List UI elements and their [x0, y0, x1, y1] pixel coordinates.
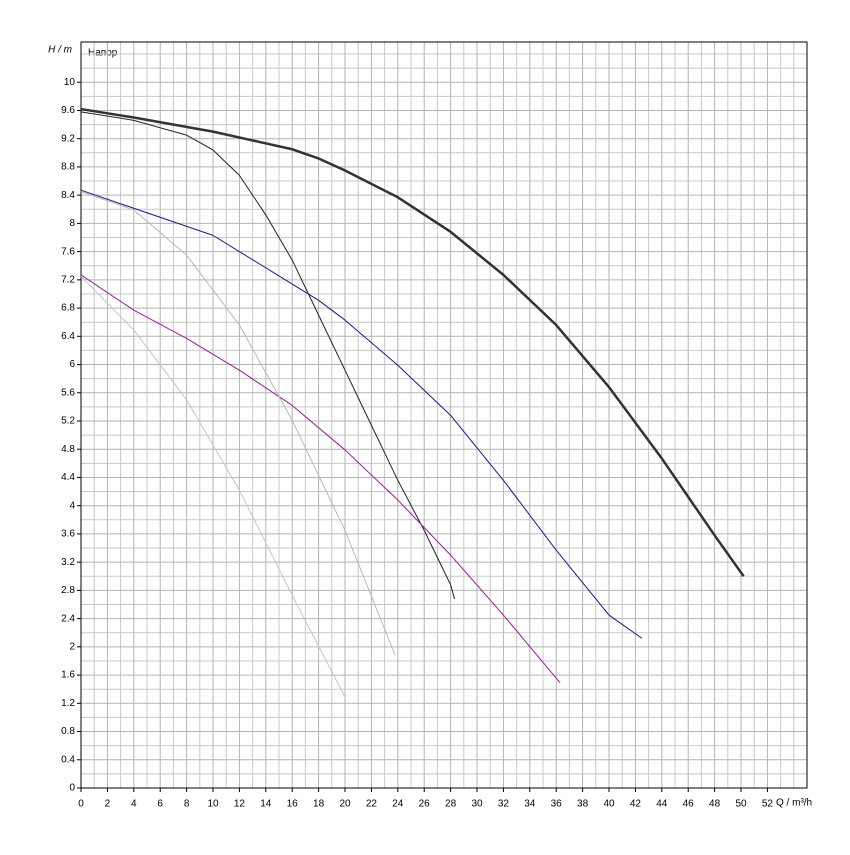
y-tick-label: 5.6 — [61, 387, 75, 398]
y-tick-label: 5.2 — [61, 416, 75, 427]
y-tick-label: 10 — [64, 77, 76, 88]
x-tick-label: 52 — [762, 799, 774, 810]
y-axis-label: H / m — [48, 45, 72, 56]
pump-curve — [80, 189, 643, 639]
y-tick-label: 2.4 — [61, 613, 75, 624]
y-tick-label: 2 — [69, 641, 75, 652]
y-tick-label: 6.4 — [61, 331, 75, 342]
x-tick-label: 26 — [419, 799, 431, 810]
y-tick-label: 9.6 — [61, 105, 75, 116]
x-tick-label: 0 — [78, 799, 84, 810]
x-tick-label: 44 — [656, 799, 668, 810]
y-tick-label: 1.2 — [61, 698, 75, 709]
y-tick-label: 2.8 — [61, 585, 75, 596]
plot-frame — [80, 41, 808, 789]
x-tick-label: 18 — [313, 799, 325, 810]
x-tick-label: 16 — [287, 799, 299, 810]
x-tick-label: 6 — [157, 799, 163, 810]
x-tick-label: 50 — [735, 799, 747, 810]
y-tick-label: 9.2 — [61, 133, 75, 144]
y-tick-label: 7.6 — [61, 246, 75, 257]
y-tick-label: 1.6 — [61, 670, 75, 681]
x-axis-label: Q / m³/h — [776, 798, 812, 809]
pump-curve — [80, 274, 561, 684]
x-tick-label: 38 — [577, 799, 589, 810]
pump-curve — [80, 107, 745, 577]
x-tick-label: 32 — [498, 799, 510, 810]
y-tick-label: 6.8 — [61, 303, 75, 314]
y-tick-label: 3.2 — [61, 557, 75, 568]
y-tick-label: 0.4 — [61, 754, 75, 765]
y-tick-label: 4 — [69, 500, 75, 511]
x-tick-label: 2 — [105, 799, 111, 810]
y-tick-label: 0 — [69, 783, 75, 794]
x-tick-label: 42 — [630, 799, 642, 810]
x-tick-label: 12 — [234, 799, 246, 810]
x-tick-label: 10 — [207, 799, 219, 810]
x-tick-label: 20 — [339, 799, 351, 810]
y-tick-label: 4.4 — [61, 472, 75, 483]
x-tick-label: 4 — [131, 799, 137, 810]
pump-curve — [80, 191, 396, 656]
y-tick-label: 8.4 — [61, 190, 75, 201]
y-tick-label: 8.8 — [61, 162, 75, 173]
y-tick-label: 3.6 — [61, 529, 75, 540]
x-tick-label: 22 — [366, 799, 378, 810]
x-tick-label: 46 — [683, 799, 695, 810]
curve-label: Напор — [88, 48, 118, 59]
x-tick-label: 36 — [551, 799, 563, 810]
pump-curve — [80, 275, 346, 698]
y-tick-label: 7.2 — [61, 274, 75, 285]
x-tick-label: 34 — [524, 799, 536, 810]
x-tick-label: 40 — [603, 799, 615, 810]
x-tick-label: 24 — [392, 799, 404, 810]
pump-curve — [80, 111, 456, 599]
y-tick-label: 8 — [69, 218, 75, 229]
x-tick-label: 48 — [709, 799, 721, 810]
x-tick-label: 8 — [184, 799, 190, 810]
y-tick-label: 0.8 — [61, 726, 75, 737]
x-tick-label: 30 — [471, 799, 483, 810]
x-tick-label: 28 — [445, 799, 457, 810]
y-tick-label: 6 — [69, 359, 75, 370]
x-tick-label: 14 — [260, 799, 272, 810]
y-tick-label: 4.8 — [61, 444, 75, 455]
